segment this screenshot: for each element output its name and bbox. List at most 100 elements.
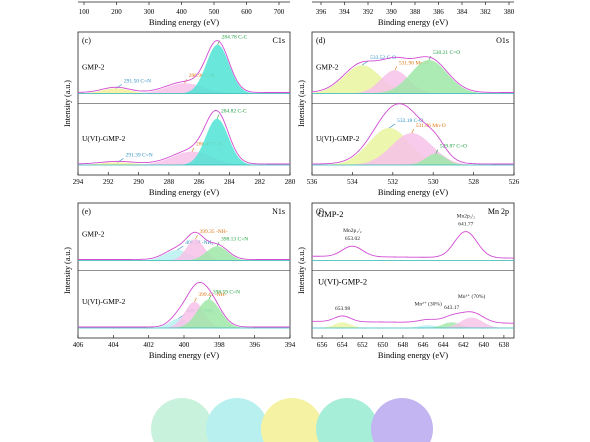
peak-label-leader (361, 60, 369, 66)
panel-e: (e) N1s 406 404 402 400 398 396 394 Binding energ… (63, 202, 296, 360)
peak-label: 531.06 Mn-O (416, 123, 446, 129)
peak-label: 399.35 -NH- (199, 229, 227, 235)
top-right-tick-label: 394 (339, 8, 350, 16)
x-tick-label: 400 (179, 341, 190, 349)
x-tick-label: 282 (254, 178, 265, 186)
envelope-line (312, 103, 514, 165)
peak-fill (312, 65, 514, 94)
panel-f: (f) Mn 2p 656 654 652 650 648 646 644 642 640 638 Bi… (297, 202, 515, 360)
peak-label: 291.39 C=N (126, 152, 153, 158)
panel-element-label: Mn 2p (488, 207, 509, 216)
panel-element-label: C1s (273, 36, 285, 45)
x-tick-label: 652 (357, 341, 368, 349)
sample-label: U(VI)-GMP-2 (82, 134, 126, 143)
x-tick-label: 646 (418, 341, 429, 349)
x-tick-label: 286 (194, 178, 205, 186)
peak-label: 284.82 C-C (221, 109, 247, 115)
peak-label-leader (435, 149, 439, 154)
x-axis-label: Binding energy (eV) (149, 187, 219, 197)
sample-label: GMP-2 (82, 63, 105, 72)
panel-letter: (d) (316, 36, 326, 45)
panel-d: (d) O1s 536 534 532 530 528 526 Binding energy (… (297, 31, 520, 197)
top-left-tick-label: 600 (241, 8, 252, 16)
x-axis-label: Binding energy (eV) (378, 187, 448, 197)
panel-letter: (e) (82, 207, 91, 216)
panel-letter: (c) (82, 36, 91, 45)
top-left-tick-label: 300 (144, 8, 155, 16)
y-axis-label: Intensity (a.u.) (63, 80, 72, 127)
peak-label-leader (394, 66, 398, 71)
x-tick-label: 526 (509, 178, 520, 186)
peak-label: 533.52 C-O (370, 55, 396, 61)
peak-fill (312, 325, 514, 328)
top-right-tick-label: 392 (363, 8, 374, 16)
top-strip-right-ticks: 396 394 392 390 388 386 384 382 380 (316, 2, 515, 16)
annotation-value: 653.98 (335, 306, 350, 312)
x-tick-label: 288 (164, 178, 175, 186)
top-right-tick-label: 396 (316, 8, 327, 16)
y-axis-label: Intensity (a.u.) (297, 80, 306, 127)
x-tick-label: 528 (468, 178, 479, 186)
x-tick-label: 648 (398, 341, 409, 349)
envelope-line (77, 109, 290, 165)
x-tick-label: 396 (249, 341, 260, 349)
top-left-tick-label: 400 (176, 8, 187, 16)
top-strip-left-xlabel: Binding energy (eV) (149, 17, 219, 27)
x-tick-label: 536 (307, 178, 318, 186)
x-tick-label: 532 (388, 178, 399, 186)
peak-label-leader (195, 234, 198, 240)
panel-element-label: N1s (272, 207, 285, 216)
annotation-text: Mn³⁺ (70%) (458, 293, 485, 300)
spectrum-line (311, 231, 515, 259)
peak-label-leader (411, 128, 415, 134)
peak-label-leader (428, 55, 432, 61)
y-axis-label: Intensity (a.u.) (63, 247, 72, 294)
color-swatches (0, 398, 590, 442)
annotation-text: Mn²⁺ (30%) (414, 300, 441, 307)
top-left-tick-label: 700 (274, 8, 285, 16)
peak-fill (78, 239, 290, 261)
spectrum-line (312, 311, 515, 324)
x-tick-label: 640 (478, 341, 489, 349)
peak-label-leader (208, 295, 212, 300)
top-strip-right-xlabel: Binding energy (eV) (378, 17, 448, 27)
x-tick-label: 398 (214, 341, 225, 349)
panels: (c) C1s 294 292 290 288 286 284 282 280 Binding en… (63, 31, 520, 360)
peak-label: 291.50 C=N (124, 78, 151, 84)
peak-label-leader (194, 297, 197, 303)
sample-label: GMP-2 (318, 209, 344, 219)
sample-label: U(VI)-GMP-2 (82, 297, 126, 306)
envelope-line (78, 231, 290, 260)
x-tick-label: 530 (428, 178, 439, 186)
annotation-text: Mn2p₃/₂ (457, 214, 476, 220)
top-left-tick-label: 200 (111, 8, 122, 16)
peak-label: 531.90 Mn-O (399, 60, 429, 66)
peak-fill (312, 133, 514, 165)
x-tick-label: 294 (73, 178, 84, 186)
color-swatch (371, 398, 433, 442)
peak-fill (312, 127, 514, 165)
peak-label: 284.78 C-C (222, 35, 248, 41)
peak-label-leader (177, 245, 184, 251)
x-tick-label: 656 (317, 341, 328, 349)
top-left-tick-label: 500 (209, 8, 220, 16)
top-right-tick-label: 384 (457, 8, 468, 16)
x-tick-label: 650 (377, 341, 388, 349)
peak-fill (78, 151, 290, 165)
peak-label: 530.21 C=O (433, 50, 460, 56)
x-tick-label: 292 (103, 178, 114, 186)
xps-figure: 100 200 300 400 500 600 700 396 394 392 390 388 386… (63, 1, 520, 360)
color-swatch (206, 398, 268, 442)
color-swatch (261, 398, 323, 442)
envelope-line (78, 281, 290, 328)
envelope-line (77, 40, 290, 93)
x-tick-label: 394 (285, 341, 296, 349)
annotation-value: 653.02 (345, 236, 360, 242)
top-strip: 100 200 300 400 500 600 700 396 394 392 390 388 386… (78, 1, 515, 27)
peak-label: 398.13 C=N (221, 236, 248, 242)
peak-label: 398.59 C=N (213, 290, 240, 296)
top-right-tick-label: 386 (433, 8, 444, 16)
peak-label-leader (388, 123, 396, 129)
